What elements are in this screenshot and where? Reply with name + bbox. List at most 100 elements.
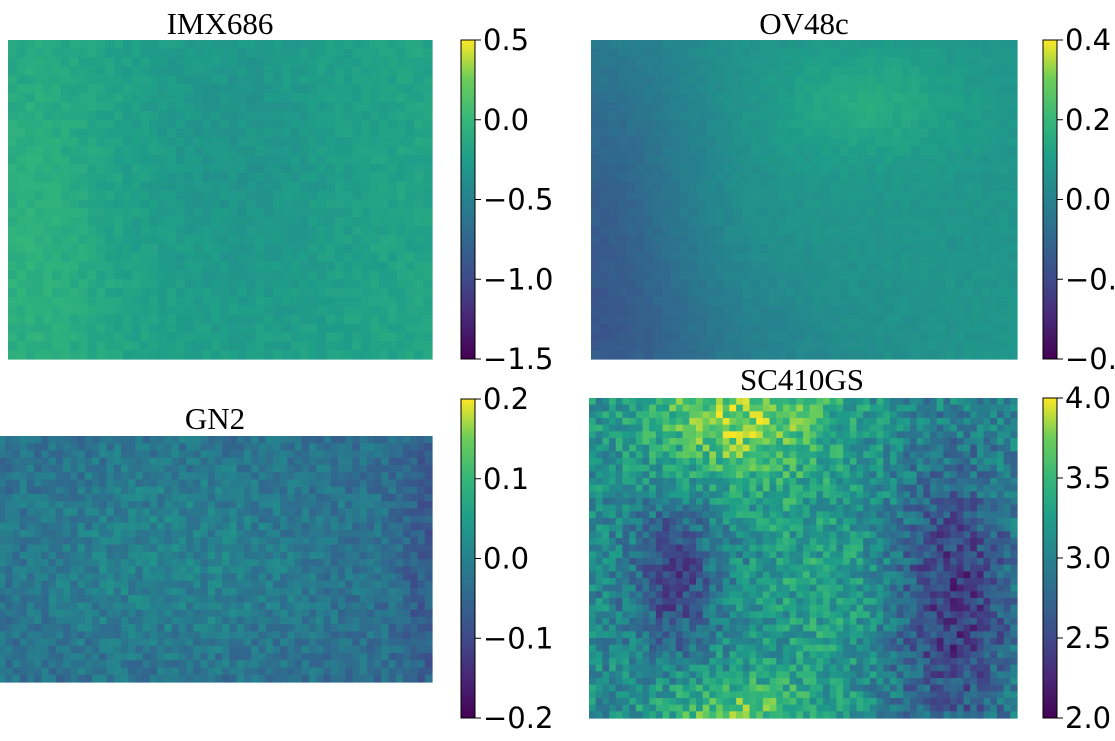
heatmap-cell: [237, 226, 248, 236]
heatmap-cell: [410, 515, 419, 524]
heatmap-cell: [343, 146, 354, 156]
heatmap-cell: [12, 587, 21, 596]
heatmap-cell: [186, 595, 194, 604]
heatmap-cell: [417, 602, 426, 611]
heatmap-cell: [184, 243, 195, 254]
heatmap-cell: [215, 609, 223, 618]
heatmap-cell: [919, 226, 929, 236]
heatmap-cell: [272, 486, 281, 495]
heatmap-cell: [326, 155, 336, 165]
heatmap-cell: [287, 566, 296, 575]
heatmap-cell: [359, 559, 368, 567]
heatmap-cell: [946, 110, 956, 121]
heatmap-cell: [157, 464, 165, 473]
heatmap-cell: [733, 323, 743, 334]
heatmap-cell: [405, 323, 415, 334]
heatmap-cell: [741, 48, 752, 59]
heatmap-cell: [405, 93, 415, 103]
heatmap-cell: [281, 314, 292, 325]
heatmap-cell: [120, 602, 129, 611]
heatmap-cell: [662, 155, 672, 165]
heatmap-cell: [617, 155, 628, 165]
heatmap-cell: [396, 84, 407, 94]
heatmap-cell: [26, 537, 35, 546]
heatmap-cell: [644, 93, 654, 103]
heatmap-cell: [229, 573, 238, 582]
heatmap-cell: [236, 436, 245, 444]
heatmap-cell: [379, 75, 389, 85]
heatmap-cell: [207, 493, 216, 502]
heatmap-cell: [777, 137, 787, 147]
heatmap-cell: [5, 493, 14, 502]
heatmap-cell: [387, 128, 398, 139]
heatmap-cell: [228, 181, 239, 192]
heatmap-cell: [999, 66, 1009, 77]
heatmap-cell: [352, 450, 361, 459]
heatmap-cell: [839, 128, 849, 139]
heatmap-cell: [105, 119, 115, 130]
heatmap-cell: [866, 155, 876, 165]
heatmap-cell: [99, 544, 108, 553]
heatmap-cell: [229, 501, 238, 509]
heatmap-cell: [359, 566, 368, 575]
heatmap-cell: [946, 270, 956, 280]
heatmap-cell: [715, 288, 725, 298]
heatmap-cell: [140, 296, 150, 307]
heatmap-cell: [48, 537, 57, 546]
heatmap-cell: [19, 530, 28, 538]
heatmap-cell: [777, 323, 787, 334]
heatmap-cell: [5, 436, 14, 444]
heatmap-cell: [981, 66, 991, 77]
heatmap-cell: [246, 128, 256, 139]
heatmap-cell: [25, 93, 36, 103]
heatmap-cell: [84, 493, 93, 502]
heatmap-cell: [237, 234, 248, 245]
heatmap-cell: [12, 580, 21, 589]
heatmap-cell: [875, 181, 885, 192]
heatmap-cell: [741, 172, 752, 183]
heatmap-cell: [222, 501, 231, 509]
heatmap-cell: [972, 341, 983, 351]
heatmap-cell: [200, 566, 209, 575]
heatmap-cell: [96, 84, 106, 94]
heatmap-cell: [43, 110, 53, 121]
heatmap-cell: [52, 288, 62, 298]
heatmap-cell: [345, 508, 354, 517]
heatmap-cell: [5, 443, 14, 452]
heatmap-cell: [990, 252, 1000, 263]
heatmap-cell: [317, 57, 327, 68]
heatmap-cell: [410, 602, 419, 611]
heatmap-cell: [142, 436, 151, 444]
heatmap-cell: [69, 296, 80, 307]
heatmap-cell: [77, 595, 86, 604]
panel-title: OV48c: [759, 6, 849, 41]
heatmap-cell: [379, 261, 389, 271]
heatmap-cell: [901, 119, 912, 130]
heatmap-cell: [337, 580, 346, 589]
heatmap-cell: [361, 172, 371, 183]
heatmap-cell: [272, 501, 281, 509]
heatmap-cell: [662, 296, 672, 307]
heatmap-cell: [821, 243, 832, 254]
heatmap-cell: [113, 559, 122, 567]
heatmap-cell: [591, 84, 601, 94]
heatmap-cell: [901, 226, 912, 236]
heatmap-cell: [12, 551, 21, 560]
heatmap-cell: [61, 48, 71, 59]
heatmap-cell: [5, 566, 14, 575]
heatmap-cell: [839, 57, 849, 68]
heatmap-cell: [866, 164, 876, 174]
heatmap-cell: [937, 48, 947, 59]
heatmap-cell: [175, 93, 186, 103]
heatmap-cell: [77, 559, 86, 567]
heatmap-cell: [0, 551, 6, 560]
heatmap-cell: [414, 57, 424, 68]
heatmap-cell: [848, 279, 858, 289]
heatmap-cell: [379, 172, 389, 183]
heatmap-cell: [61, 102, 71, 112]
heatmap-cell: [255, 226, 265, 236]
heatmap-cell: [290, 146, 301, 156]
heatmap-cell: [92, 472, 100, 481]
heatmap-cell: [928, 93, 938, 103]
heatmap-cell: [345, 522, 354, 531]
